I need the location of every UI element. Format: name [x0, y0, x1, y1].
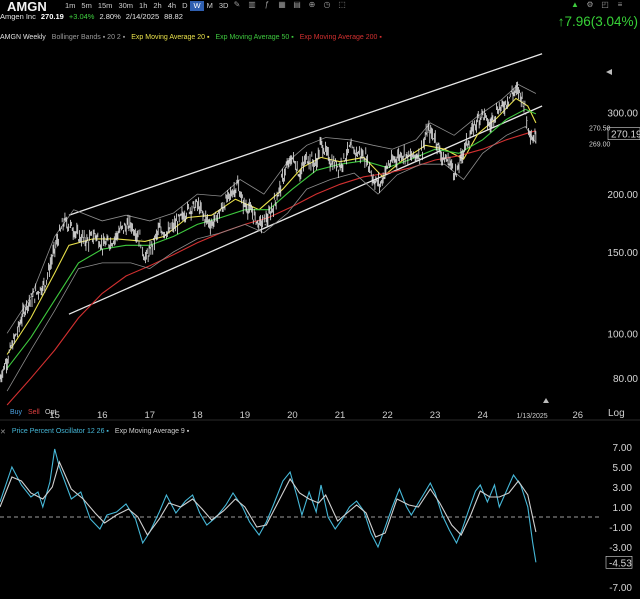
price-y-tick-label: 100.00	[607, 329, 638, 340]
legend-item[interactable]: Exp Moving Average 9 ▪	[114, 428, 190, 435]
x-tick-label: 23	[430, 410, 441, 421]
oscillator-series-exp-moving-average-9	[0, 460, 537, 538]
series-bollinger-lower	[6, 125, 537, 392]
toolbar-icons: ✎ ▥ ƒ ▦ ▤ ⊕ ◷ ⬚	[232, 0, 347, 10]
x-tick-label: 1/13/2025	[517, 413, 548, 420]
menu-icon[interactable]: ≡	[617, 0, 623, 9]
interval-2h[interactable]: 2h	[153, 1, 162, 10]
interval-30m[interactable]: 30m	[118, 1, 134, 10]
alert-icon[interactable]: ◷	[323, 0, 331, 9]
x-tick-label: 18	[192, 410, 203, 421]
oscillator-y-tick-label: 5.00	[613, 463, 633, 474]
interval-4h[interactable]: 4h	[167, 1, 177, 10]
interval-5m[interactable]: 5m	[81, 1, 92, 10]
draw-icon[interactable]: ✎	[233, 0, 241, 9]
interval-3d[interactable]: 3D	[218, 1, 229, 10]
last-price: 270.19	[40, 12, 64, 21]
x-tick-label: 26	[572, 410, 583, 421]
price-indicator-legend: AMGN Weekly Bollinger Bands ▪ 20 2 ▪ Exp M…	[0, 34, 382, 41]
price-y-tick-label: 200.00	[607, 190, 638, 201]
buy-button[interactable]: Buy	[10, 409, 23, 416]
oscillator-y-tick-label: 3.00	[613, 483, 633, 494]
x-tick-label: 19	[240, 410, 251, 421]
legend-item[interactable]: Bollinger Bands ▪ 20 2 ▪	[51, 34, 126, 41]
interval-m[interactable]: M	[206, 1, 213, 10]
sell-button[interactable]: Sell	[28, 409, 40, 416]
oscillator-y-tick-label: 7.00	[613, 443, 633, 454]
x-tick-label: 22	[382, 410, 393, 421]
change-percent: +3.04%	[68, 12, 95, 21]
interval-1m[interactable]: 1m	[65, 1, 76, 10]
secondary-change: 2.80%	[99, 12, 121, 21]
settings-icon[interactable]: ⚙	[586, 0, 594, 9]
scroll-marker-icon	[543, 398, 549, 403]
snapshot-icon[interactable]: ⬚	[338, 0, 346, 9]
x-tick-label: 20	[287, 410, 298, 421]
x-tick-label: 17	[144, 410, 155, 421]
price-annotation: 269.00	[589, 142, 611, 149]
series-exp-moving-average-200	[6, 130, 537, 406]
quote-line: Amgen Inc 270.19 +3.04% 2.80% 2/14/2025 …	[0, 12, 183, 21]
compare-icon[interactable]: ⊕	[308, 0, 316, 9]
oscillator-value-tag	[605, 555, 633, 569]
interval-bar: 1m 5m 15m 30m 1h 2h 4h D W M 3D	[62, 1, 231, 11]
legend-item[interactable]: ✕	[0, 429, 6, 436]
x-tick-label: 16	[97, 410, 108, 421]
interval-1h[interactable]: 1h	[139, 1, 148, 10]
options-button[interactable]: Opt	[45, 409, 57, 416]
series-exp-moving-average-50	[6, 108, 537, 369]
interval-w[interactable]: W	[190, 1, 204, 11]
template-icon[interactable]: ▤	[293, 0, 301, 9]
price-y-tick-label: 300.00	[607, 109, 638, 120]
legend-item[interactable]: Exp Moving Average 200 ▪	[299, 34, 382, 41]
oscillator-y-tick-label: -7.00	[609, 583, 632, 594]
interval-d[interactable]: D	[182, 1, 188, 10]
toolbar: AMGN 1m 5m 15m 30m 1h 2h 4h D W M 3D ✎ ▥ ƒ ▦ ▤ ⊕ ◷…	[0, 0, 640, 14]
quote-extra: 88.82	[164, 12, 183, 21]
oscillator-y-tick-label: 1.00	[613, 503, 633, 514]
x-tick-label: 21	[335, 410, 346, 421]
last-price-label: 270.19	[611, 130, 640, 141]
right-toolbar-icons: ▲ ⚙ ◰ ≡	[570, 0, 625, 10]
oscillator-series-price-percent-oscillator-12-26	[0, 448, 537, 563]
company-name: Amgen Inc	[0, 12, 36, 21]
indicator-icon[interactable]: ƒ	[264, 0, 270, 9]
oscillator-last-value: -4.53	[609, 558, 632, 569]
x-tick-label: 24	[477, 410, 488, 421]
daily-change: ↑7.96(3.04%)	[557, 14, 638, 29]
legend-item[interactable]: Price Percent Oscillator 12 26 ▪	[11, 428, 109, 435]
legend-item[interactable]: Exp Moving Average 50 ▪	[215, 34, 294, 41]
quote-date: 2/14/2025	[125, 12, 160, 21]
legend-item[interactable]: Exp Moving Average 20 ▪	[131, 34, 210, 41]
legend-item[interactable]: AMGN Weekly	[0, 34, 46, 41]
trade-up-icon[interactable]: ▲	[571, 0, 579, 9]
layout-icon[interactable]: ▦	[278, 0, 286, 9]
interval-15m[interactable]: 15m	[97, 1, 113, 10]
chart-type-icon[interactable]: ▥	[248, 0, 256, 9]
log-scale-toggle[interactable]: Log	[608, 408, 625, 419]
oscillator-legend: ✕ Price Percent Oscillator 12 26 ▪ Exp Mov…	[0, 428, 189, 436]
last-price-tag	[607, 127, 640, 140]
price-y-tick-label: 150.00	[607, 248, 638, 259]
price-y-tick-label: 80.00	[613, 374, 638, 385]
x-tick-label: 15	[49, 410, 60, 421]
oscillator-y-tick-label: -3.00	[609, 543, 632, 554]
oscillator-y-tick-label: -1.00	[609, 523, 632, 534]
trend-channel-lower	[68, 105, 543, 315]
price-annotation: 270.50	[589, 126, 611, 133]
maximize-icon[interactable]: ◰	[601, 0, 609, 9]
scale-marker-icon	[606, 69, 612, 75]
trend-channel-upper	[68, 53, 543, 216]
symbol-name[interactable]: AMGN	[7, 0, 47, 14]
